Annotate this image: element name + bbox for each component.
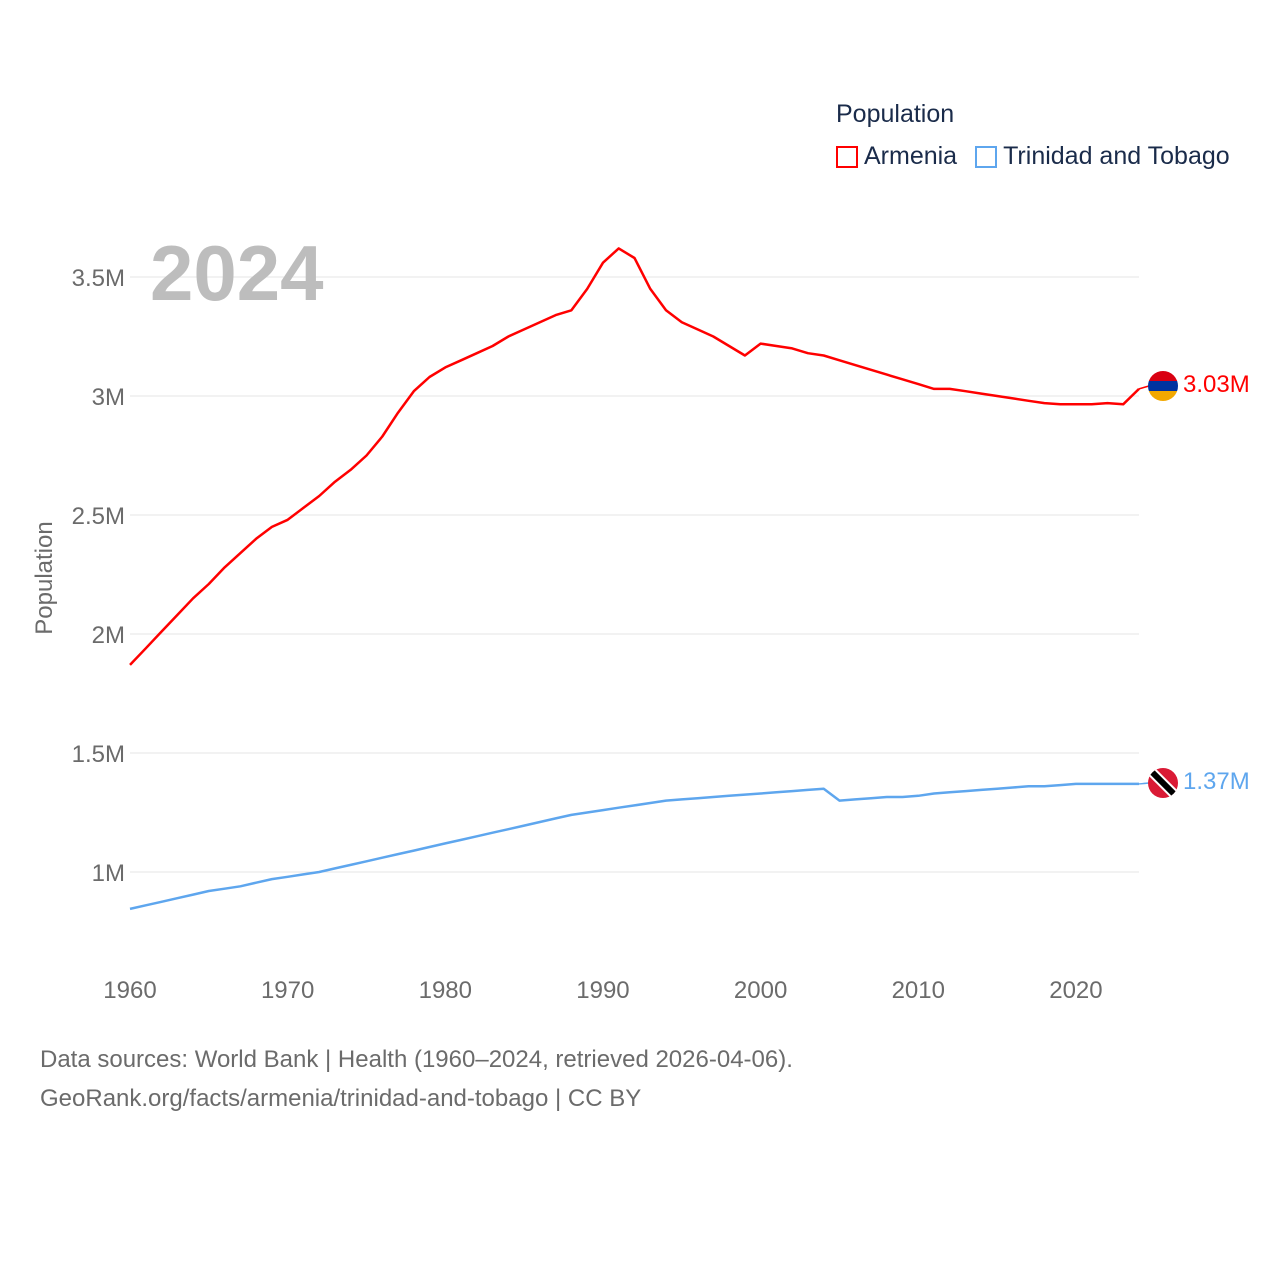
x-tick-label: 2000 [734, 977, 787, 1004]
legend-swatch-armenia [836, 145, 858, 168]
legend: Armenia Trinidad and Tobago [836, 142, 1248, 171]
legend-item-armenia[interactable]: Armenia [836, 142, 957, 171]
legend-swatch-trinidad-and-tobago [975, 145, 998, 168]
y-tick-label: 1M [92, 860, 125, 887]
legend-label-trinidad-and-tobago: Trinidad and Tobago [1003, 142, 1230, 170]
x-tick-label: 1970 [261, 977, 314, 1004]
year-watermark: 2024 [150, 229, 324, 317]
x-tick-label: 1980 [419, 977, 472, 1004]
y-tick-label: 1.5M [72, 741, 125, 768]
x-tick-label: 1990 [576, 977, 629, 1004]
footer-sources: Data sources: World Bank | Health (1960–… [40, 1046, 793, 1073]
y-tick-label: 2.5M [72, 503, 125, 530]
legend-item-trinidad-and-tobago[interactable]: Trinidad and Tobago [975, 142, 1230, 171]
end-connector [1138, 782, 1150, 785]
x-tick-label: 2010 [892, 977, 945, 1004]
y-tick-label: 3.5M [72, 265, 125, 292]
series-line-trinidad-and-tobago [129, 782, 1139, 911]
end-connector [1138, 385, 1150, 390]
legend-title: Population [836, 100, 955, 128]
end-label-trinidad-and-tobago: 1.37M [1183, 768, 1250, 795]
x-tick-label: 2020 [1049, 977, 1102, 1004]
x-tick-label: 1960 [103, 977, 156, 1004]
y-axis-label: Population [31, 521, 58, 634]
y-tick-label: 2M [92, 622, 125, 649]
footer-attribution[interactable]: GeoRank.org/facts/armenia/trinidad-and-t… [40, 1085, 642, 1112]
series-line-armenia [129, 247, 1140, 666]
armenia-flag-icon [1148, 371, 1178, 401]
trinidad-and-tobago-flag-icon [1148, 768, 1178, 798]
end-label-armenia: 3.03M [1183, 371, 1250, 398]
legend-label-armenia: Armenia [864, 142, 958, 170]
y-tick-label: 3M [92, 384, 125, 411]
